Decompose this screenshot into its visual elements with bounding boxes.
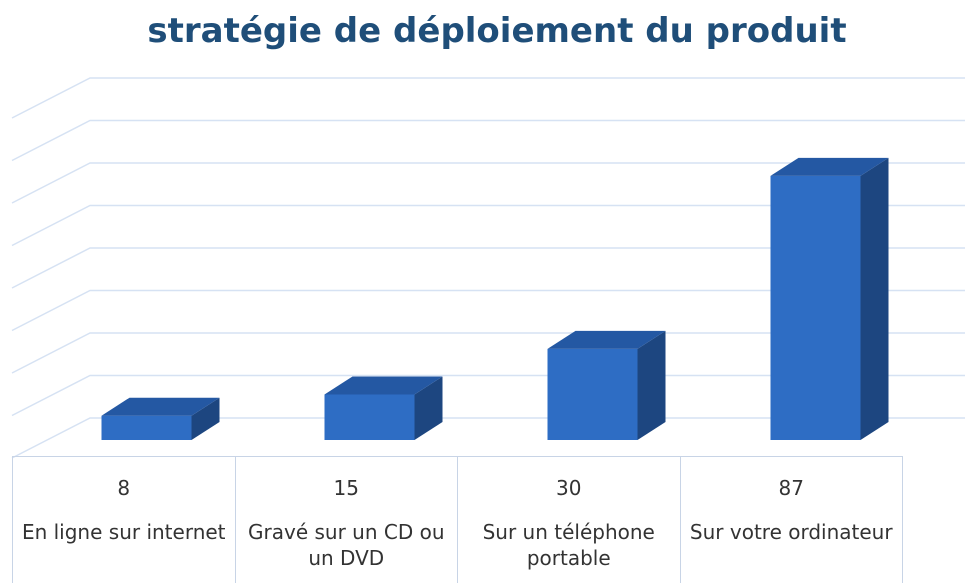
wall-line bbox=[11, 162, 965, 204]
bar-top bbox=[101, 397, 220, 416]
wall-line bbox=[11, 247, 965, 289]
bar-front bbox=[547, 348, 638, 440]
bar bbox=[547, 330, 666, 440]
bar-front bbox=[101, 415, 192, 440]
category-label: Sur votre ordinateur bbox=[679, 519, 903, 583]
bar-front bbox=[324, 394, 415, 440]
category-label: Sur un téléphone portable bbox=[457, 519, 681, 583]
value-label: 30 bbox=[457, 456, 681, 519]
wall-line bbox=[11, 77, 965, 119]
wall-line bbox=[11, 417, 965, 459]
bar bbox=[101, 397, 220, 440]
data-table: 8 15 30 87 En ligne sur internet Gravé sur u… bbox=[12, 456, 903, 583]
wall-line bbox=[11, 289, 965, 332]
bar-front bbox=[770, 175, 861, 440]
value-label: 87 bbox=[679, 456, 903, 519]
value-label: 8 bbox=[12, 456, 236, 519]
wall-line bbox=[11, 374, 965, 417]
bar-top bbox=[324, 376, 443, 395]
bar-side bbox=[414, 376, 443, 440]
bar bbox=[324, 376, 443, 440]
bar bbox=[770, 157, 889, 440]
chart-title: stratégie de déploiement du produit bbox=[147, 11, 846, 51]
value-label: 15 bbox=[234, 456, 458, 519]
wall-line bbox=[11, 204, 965, 247]
bar-side bbox=[191, 397, 220, 440]
category-label: Gravé sur un CD ou un DVD bbox=[234, 519, 458, 583]
bar-side bbox=[637, 330, 666, 440]
wall-line bbox=[11, 119, 965, 162]
bar-side bbox=[860, 157, 889, 440]
bar-top bbox=[770, 157, 889, 176]
wall-line bbox=[11, 332, 965, 374]
category-label: En ligne sur internet bbox=[12, 519, 236, 583]
bar-top bbox=[547, 330, 666, 349]
